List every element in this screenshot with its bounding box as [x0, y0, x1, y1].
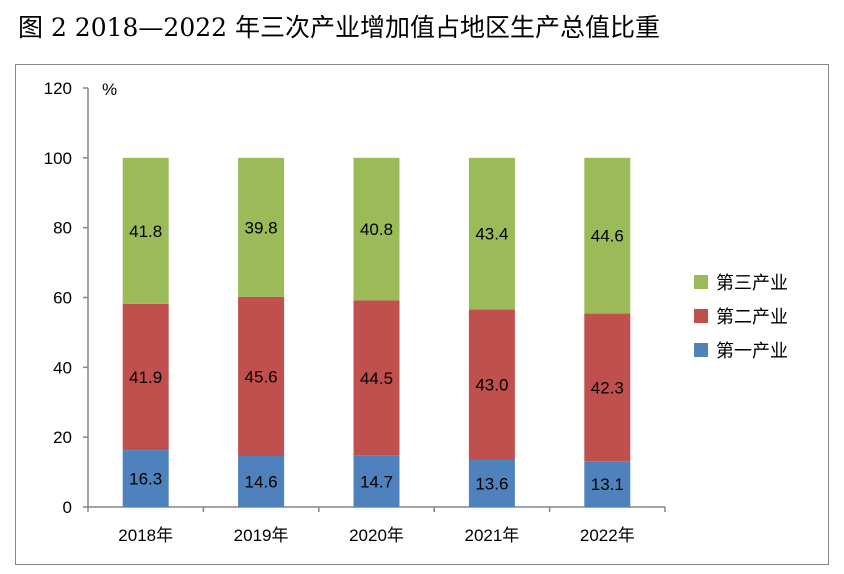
x-tick-label: 2019年	[234, 526, 289, 545]
chart-title: 图 2 2018—2022 年三次产业增加值占地区生产总值比重	[18, 13, 660, 42]
legend-label: 第二产业	[716, 307, 788, 327]
data-label: 39.8	[245, 218, 278, 237]
bar-segment	[353, 300, 400, 456]
x-tick-label: 2021年	[464, 526, 519, 545]
bar-segment	[122, 450, 169, 507]
legend-label: 第一产业	[716, 341, 788, 361]
bar-segment	[122, 303, 169, 451]
y-tick-label: 80	[53, 219, 72, 238]
bar-segment	[238, 296, 285, 457]
bar-segment	[353, 157, 400, 301]
data-label: 44.5	[360, 369, 393, 388]
y-axis-unit: %	[102, 80, 117, 99]
bar-segment	[122, 157, 169, 304]
y-tick-label: 100	[44, 149, 72, 168]
y-tick-label: 40	[53, 358, 72, 377]
legend-swatch	[694, 275, 708, 289]
y-tick-label: 0	[63, 498, 72, 517]
y-tick-label: 120	[44, 79, 72, 98]
data-label: 41.9	[129, 368, 162, 387]
y-tick-label: 20	[53, 428, 72, 447]
bar-segment	[353, 455, 400, 507]
data-label: 43.4	[475, 225, 508, 244]
legend-swatch	[694, 309, 708, 323]
bar-segment	[468, 459, 515, 507]
data-label: 16.3	[129, 470, 162, 489]
data-label: 44.6	[591, 227, 624, 246]
bar-segment	[238, 456, 285, 507]
bar-segment	[238, 157, 285, 297]
data-label: 42.3	[591, 378, 624, 397]
bar-segment	[468, 309, 515, 460]
bar-segment	[584, 313, 631, 462]
y-tick-label: 60	[53, 289, 72, 308]
data-label: 40.8	[360, 220, 393, 239]
data-label: 45.6	[245, 367, 278, 386]
chart-frame	[15, 64, 829, 565]
data-label: 41.8	[129, 222, 162, 241]
x-tick-label: 2022年	[580, 526, 635, 545]
data-label: 43.0	[475, 375, 508, 394]
x-tick-label: 2020年	[349, 526, 404, 545]
bar-segment	[468, 157, 515, 310]
legend-swatch	[694, 343, 708, 357]
data-label: 14.6	[245, 473, 278, 492]
data-label: 14.7	[360, 472, 393, 491]
legend-label: 第三产业	[716, 273, 788, 293]
bar-segment	[584, 461, 631, 507]
bar-segment	[584, 157, 631, 314]
x-tick-label: 2018年	[118, 526, 173, 545]
data-label: 13.1	[591, 475, 624, 494]
data-label: 13.6	[475, 474, 508, 493]
